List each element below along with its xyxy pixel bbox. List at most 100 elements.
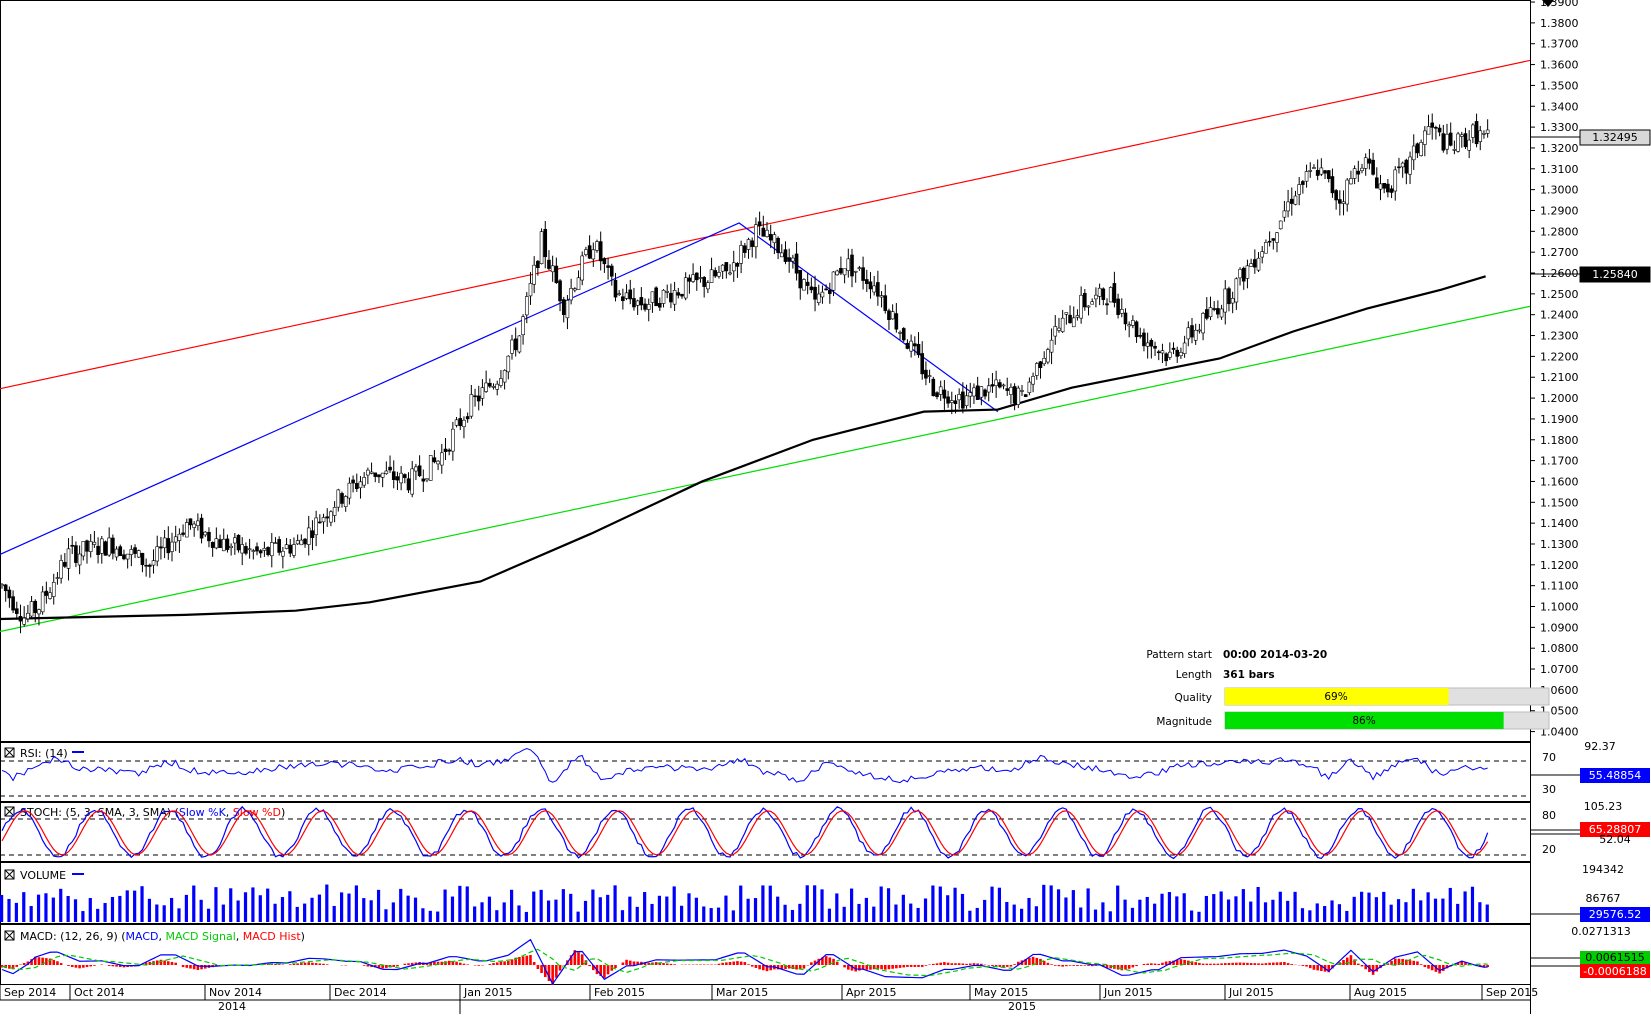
macd-hist-bar bbox=[167, 961, 170, 965]
candle-body bbox=[851, 255, 854, 276]
macd-hist-bar bbox=[825, 956, 828, 965]
candle-body bbox=[15, 609, 18, 614]
candle-body bbox=[980, 387, 983, 398]
candle-body bbox=[932, 379, 935, 396]
macd-hist-bar bbox=[614, 965, 617, 968]
volume-bar bbox=[791, 910, 794, 922]
volume-close-icon[interactable] bbox=[5, 870, 14, 879]
candle-body bbox=[159, 547, 162, 548]
macd-hist-bar bbox=[459, 963, 462, 965]
volume-bar bbox=[1456, 904, 1459, 922]
macd-hist-bar bbox=[762, 965, 765, 970]
candle-body bbox=[1227, 289, 1230, 304]
candle-body bbox=[496, 384, 499, 389]
macd-close-icon[interactable] bbox=[5, 931, 14, 940]
candle-body bbox=[858, 268, 861, 269]
volume-bar bbox=[769, 886, 772, 922]
macd-hist-bar bbox=[1220, 963, 1223, 965]
volume-bar bbox=[1301, 908, 1304, 922]
volume-bar bbox=[717, 908, 720, 922]
candle-body bbox=[802, 279, 805, 290]
candle-body bbox=[377, 475, 380, 477]
candle-body bbox=[943, 390, 946, 398]
candle-body bbox=[511, 340, 514, 353]
candle-body bbox=[30, 602, 33, 616]
macd-hist-bar bbox=[89, 965, 92, 966]
candle-body bbox=[389, 467, 392, 470]
macd-hist-bar bbox=[925, 965, 928, 966]
macd-hist-bar bbox=[1013, 964, 1016, 965]
macd-hist-bar bbox=[1239, 963, 1242, 965]
stoch-close-icon[interactable] bbox=[5, 807, 14, 816]
candle-body bbox=[174, 537, 177, 542]
rsi-close-icon[interactable] bbox=[5, 748, 14, 757]
volume-bar bbox=[843, 907, 846, 922]
candle-body bbox=[1279, 221, 1282, 229]
macd-hist-bar bbox=[507, 961, 510, 965]
volume-bar bbox=[621, 910, 624, 922]
volume-bar bbox=[599, 897, 602, 922]
macd-hist-bar bbox=[736, 961, 739, 965]
candle-body bbox=[63, 562, 66, 566]
candle-body bbox=[913, 344, 916, 346]
candle-body bbox=[230, 546, 233, 547]
candle-body bbox=[1482, 133, 1485, 134]
volume-bar bbox=[251, 887, 254, 922]
x-tick-label: Nov 2014 bbox=[209, 986, 262, 999]
candle-body bbox=[1198, 330, 1201, 331]
candle-body bbox=[651, 292, 654, 303]
macd-hist-bar bbox=[910, 965, 913, 967]
candle-body bbox=[1146, 343, 1149, 346]
candle-body bbox=[1397, 167, 1400, 168]
macd-hist-bar bbox=[1305, 965, 1308, 967]
candle-body bbox=[182, 533, 185, 535]
macd-hist-bar bbox=[75, 965, 78, 968]
candle-body bbox=[640, 297, 643, 305]
macd-hist-bar bbox=[1058, 965, 1061, 966]
macd-hist-bar bbox=[60, 963, 63, 965]
volume-bar bbox=[1449, 888, 1452, 922]
macd-hist-bar bbox=[1268, 963, 1271, 965]
candle-body bbox=[533, 265, 536, 284]
candle-body bbox=[647, 304, 650, 309]
volume-bar bbox=[872, 907, 875, 922]
candle-body bbox=[1165, 354, 1168, 361]
candle-body bbox=[732, 263, 735, 271]
macd-hist-bar bbox=[976, 963, 979, 965]
candle-body bbox=[1224, 289, 1227, 312]
candle-body bbox=[577, 278, 580, 290]
candle-body bbox=[947, 397, 950, 403]
macd-hist-bar bbox=[895, 965, 898, 968]
candle-body bbox=[1183, 343, 1186, 354]
volume-bar bbox=[968, 911, 971, 922]
macd-hist-bar bbox=[622, 962, 625, 965]
candle-body bbox=[1335, 191, 1338, 200]
macd-hist-bar bbox=[448, 961, 451, 965]
volume-bar bbox=[1109, 911, 1112, 922]
macd-hist-bar bbox=[1342, 960, 1345, 965]
candle-body bbox=[477, 396, 480, 401]
macd-hist-bar bbox=[603, 965, 606, 978]
candle-body bbox=[1338, 200, 1341, 204]
macd-hist-bar bbox=[23, 963, 26, 965]
candle-body bbox=[1264, 242, 1267, 253]
stoch-slowk-legend: Slow %K bbox=[179, 806, 227, 819]
macd-hist-bar bbox=[204, 965, 207, 969]
candle-body bbox=[688, 278, 691, 281]
macd-hist-bar bbox=[943, 962, 946, 965]
candle-body bbox=[60, 560, 63, 578]
candle-body bbox=[699, 277, 702, 278]
candle-body bbox=[462, 420, 465, 426]
volume-bar bbox=[1138, 900, 1141, 922]
candle-body bbox=[777, 238, 780, 252]
macd-hist-bar bbox=[1161, 963, 1164, 965]
candle-body bbox=[621, 297, 624, 301]
candle-body bbox=[163, 538, 166, 548]
macd-hist-bar bbox=[1272, 963, 1275, 965]
volume-bar bbox=[658, 896, 661, 922]
candle-body bbox=[873, 286, 876, 292]
volume-bar bbox=[1434, 899, 1437, 922]
rsi-top: 92.37 bbox=[1584, 740, 1616, 753]
volume-bar bbox=[488, 897, 491, 922]
candle-body bbox=[736, 263, 739, 266]
